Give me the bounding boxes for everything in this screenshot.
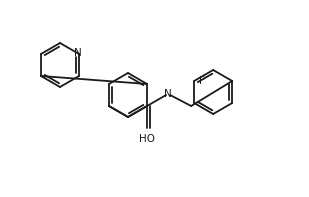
- Text: N: N: [164, 89, 172, 99]
- Text: HO: HO: [139, 134, 155, 144]
- Text: N: N: [74, 48, 82, 58]
- Text: F: F: [199, 76, 205, 86]
